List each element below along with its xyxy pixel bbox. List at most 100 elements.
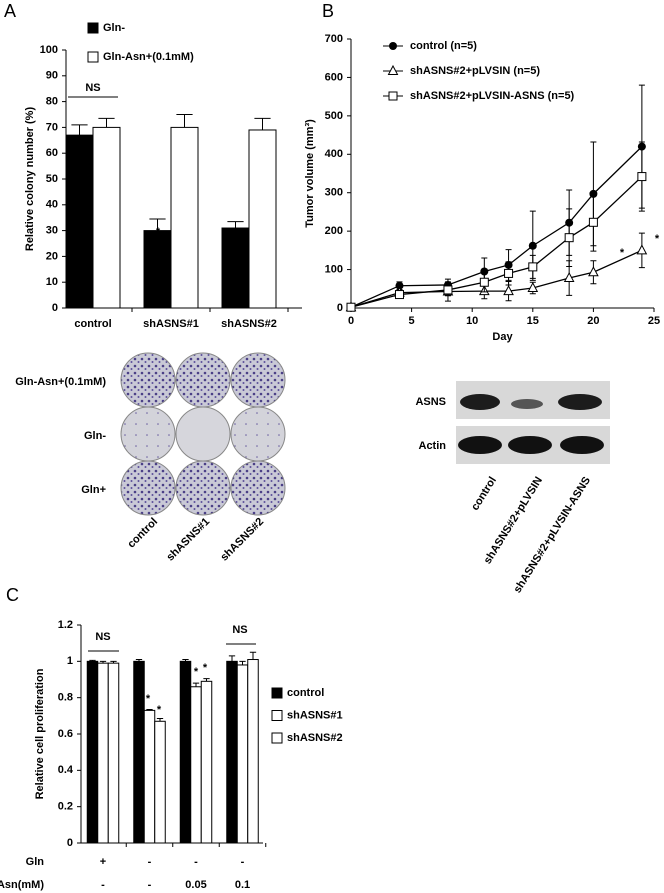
y-axis-label: Relative colony number (%) (24, 107, 36, 252)
bar (226, 660, 238, 844)
bar (107, 662, 120, 844)
legend-swatch (87, 22, 99, 34)
error-bar (192, 682, 200, 687)
y-tick-label: 40 (46, 199, 58, 211)
legend-swatch (271, 710, 283, 721)
error-bar (99, 660, 107, 664)
bar (143, 230, 172, 309)
x-tick-label: 0 (348, 315, 354, 327)
error-bar (182, 659, 189, 662)
error-bar (110, 660, 117, 664)
bar (190, 686, 202, 844)
marker (564, 233, 574, 243)
y-tick-label: 1 (67, 655, 73, 667)
plate (120, 406, 176, 462)
legend-swatch (271, 732, 283, 744)
condition-value: - (148, 879, 152, 891)
legend-label: control (n=5) (410, 40, 477, 52)
panel-label: B (322, 1, 334, 21)
legend-label: shASNS#2+pLVSIN (n=5) (410, 65, 540, 77)
series-line (350, 146, 643, 308)
y-tick-label: 0.8 (58, 692, 73, 704)
error-bar (135, 659, 143, 662)
series-line (350, 249, 643, 308)
error-bar (149, 218, 166, 231)
x-tick-label: 15 (527, 315, 539, 327)
bar (170, 126, 199, 309)
bar (97, 662, 109, 844)
row-label: Gln- (84, 430, 106, 442)
plate (175, 352, 231, 408)
band (511, 399, 543, 409)
annotation: NS (232, 624, 247, 636)
condition-value: - (148, 856, 152, 868)
x-tick-label: 10 (466, 315, 478, 327)
legend-label: Gln- (103, 22, 125, 34)
marker (528, 262, 538, 272)
marker (480, 267, 489, 276)
condition-value: 0.1 (235, 879, 250, 891)
annotation: * (203, 662, 208, 674)
marker (443, 285, 453, 295)
marker (503, 285, 514, 296)
legend-swatch (271, 687, 283, 699)
western-blot (456, 381, 610, 464)
colony-plates (118, 352, 290, 516)
bar (92, 126, 121, 309)
y-tick-label: 500 (325, 110, 343, 122)
y-tick-label: 90 (46, 70, 58, 82)
error-bar (71, 124, 88, 136)
marker (528, 241, 537, 250)
y-tick-label: 0 (67, 837, 73, 849)
column-label: shASNS#1 (164, 516, 212, 564)
y-tick-label: 20 (46, 250, 58, 262)
bar (65, 134, 94, 309)
y-tick-label: 100 (325, 263, 343, 275)
annotation: * (655, 233, 660, 245)
marker (504, 268, 514, 278)
band (508, 436, 552, 454)
error-bar (89, 659, 96, 662)
y-tick-label: 1.2 (58, 619, 73, 631)
error-bar (176, 114, 193, 128)
y-tick-label: 10 (46, 276, 58, 288)
condition-value: - (101, 879, 105, 891)
condition-label: Gln (26, 856, 45, 868)
plate (175, 406, 231, 462)
legend-marker (389, 42, 397, 50)
plate (230, 460, 286, 516)
error-bar (228, 655, 236, 662)
x-tick-label: control (74, 318, 111, 330)
x-tick-label: shASNS#2 (221, 318, 277, 330)
error-bar (227, 221, 244, 229)
band (458, 436, 502, 454)
plate (120, 352, 176, 408)
x-axis-label: Day (492, 331, 513, 343)
plate (120, 460, 176, 516)
band (560, 436, 604, 454)
row-label: Gln+ (81, 484, 106, 496)
bar (86, 660, 99, 844)
error-bar (254, 117, 271, 130)
bar (200, 680, 213, 844)
y-axis-label: Tumor volume (mm³) (304, 119, 316, 228)
y-tick-label: 300 (325, 187, 343, 199)
y-tick-label: 50 (46, 173, 58, 185)
y-tick-label: 60 (46, 147, 58, 159)
marker (395, 281, 404, 290)
y-tick-label: 400 (325, 148, 343, 160)
legend-swatch (87, 51, 99, 63)
y-tick-label: 700 (325, 33, 343, 45)
annotation: NS (85, 82, 100, 94)
y-tick-label: 100 (40, 44, 58, 56)
panel-label: A (4, 1, 16, 21)
error-bar (249, 651, 257, 660)
plate (175, 460, 231, 516)
row-label: Gln-Asn+(0.1mM) (15, 376, 106, 388)
bar (133, 660, 145, 844)
column-label: control (125, 516, 160, 551)
annotation: * (156, 226, 161, 238)
x-tick-label: shASNS#1 (143, 318, 199, 330)
bar (221, 227, 250, 309)
y-tick-label: 200 (325, 225, 343, 237)
